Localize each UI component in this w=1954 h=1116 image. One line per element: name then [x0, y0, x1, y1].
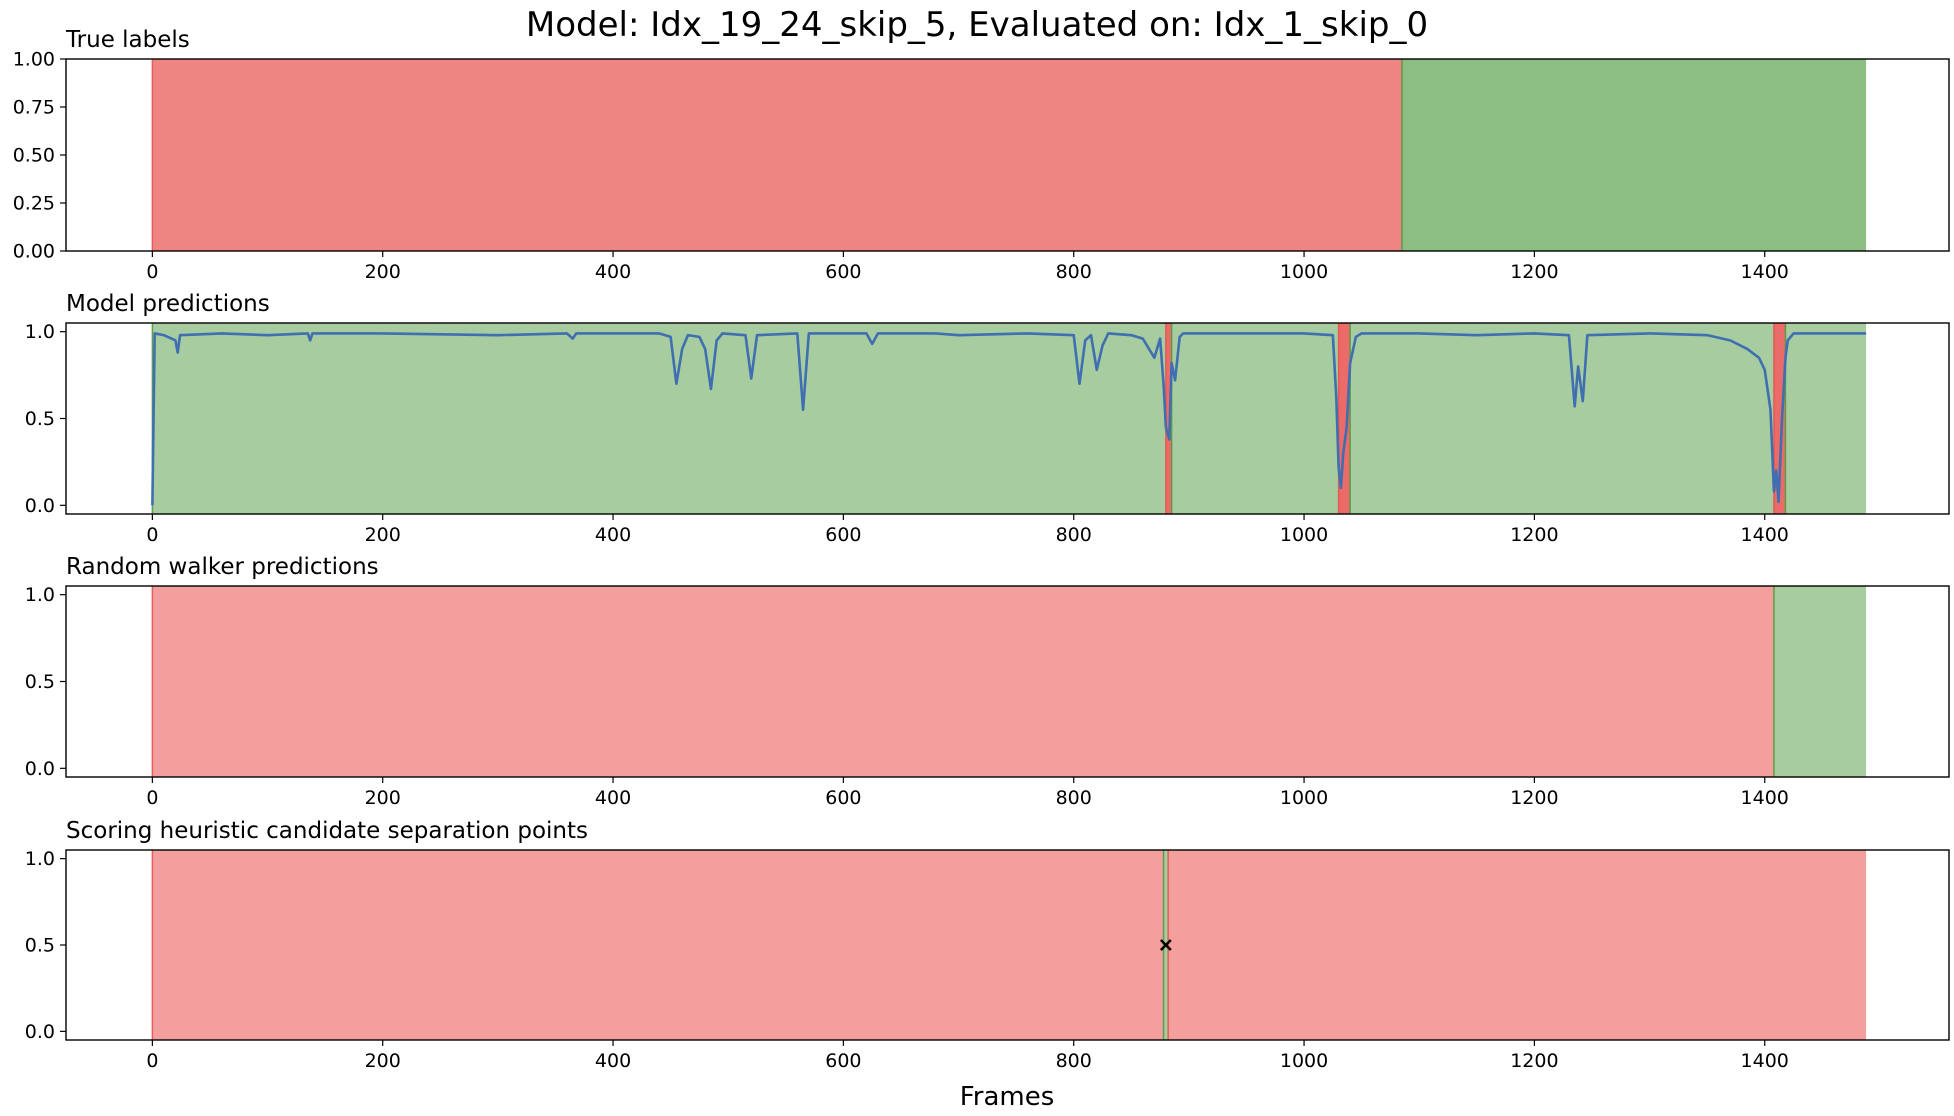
panel-scoring-heuristic: Scoring heuristic candidate separation p… [25, 818, 1950, 1072]
x-tick-label: 800 [1056, 787, 1092, 809]
span-green [1350, 323, 1774, 514]
x-tick-label: 400 [595, 524, 631, 546]
span-green [1785, 323, 1867, 514]
x-axis-label: Frames [960, 1082, 1055, 1112]
x-tick-label: 1000 [1280, 787, 1328, 809]
panel-title: Random walker predictions [66, 554, 379, 580]
span-green [1773, 586, 1867, 777]
y-tick-label: 1.00 [13, 49, 55, 71]
x-tick-label: 600 [825, 1050, 861, 1072]
x-tick-label: 1400 [1741, 524, 1789, 546]
x-tick-label: 0 [146, 787, 158, 809]
span-green [1171, 323, 1339, 514]
x-tick-label: 1000 [1280, 1050, 1328, 1072]
x-tick-label: 800 [1056, 524, 1092, 546]
x-tick-label: 1000 [1280, 261, 1328, 283]
panel-model-predictions: Model predictions 0 200 400 600 800 1000 1200 1… [25, 291, 1950, 546]
x-tick-label: 1400 [1741, 1050, 1789, 1072]
x-tick-label: 600 [825, 261, 861, 283]
span-red [1338, 323, 1351, 514]
x-tick-label: 1000 [1280, 524, 1328, 546]
y-tick-label: 1.0 [25, 321, 55, 343]
x-tick-label: 400 [595, 1050, 631, 1072]
y-tick-label: 0.50 [13, 145, 55, 167]
x-tick-label: 200 [365, 787, 401, 809]
x-tick-label: 600 [825, 787, 861, 809]
panel-true-labels: True labels 0 200 400 600 800 1000 1200 1400 0.0… [13, 27, 1950, 283]
x-tick-label: 400 [595, 787, 631, 809]
x-tick-label: 1200 [1510, 261, 1558, 283]
x-tick-label: 800 [1056, 261, 1092, 283]
span-green [152, 323, 1166, 514]
span-red [1773, 323, 1786, 514]
y-tick-label: 1.0 [25, 848, 55, 870]
y-tick-label: 1.0 [25, 584, 55, 606]
panel-title: True labels [65, 27, 190, 53]
y-tick-label: 0.25 [13, 193, 55, 215]
panel-title: Scoring heuristic candidate separation p… [66, 818, 588, 844]
y-tick-label: 0.5 [25, 671, 55, 693]
y-tick-label: 0.00 [13, 241, 55, 263]
span-red [152, 850, 1164, 1040]
panel-title: Model predictions [66, 291, 270, 317]
figure-title: Model: Idx_19_24_skip_5, Evaluated on: I… [526, 5, 1428, 45]
y-tick-label: 0.0 [25, 495, 55, 517]
span-red [152, 59, 1402, 251]
x-tick-label: 1400 [1741, 261, 1789, 283]
x-tick-label: 200 [365, 1050, 401, 1072]
x-tick-label: 800 [1056, 1050, 1092, 1072]
y-tick-label: 0.75 [13, 97, 55, 119]
x-tick-label: 0 [146, 261, 158, 283]
x-tick-label: 200 [365, 261, 401, 283]
y-tick-label: 0.0 [25, 1021, 55, 1043]
series-line [151, 332, 1867, 506]
y-tick-label: 0.5 [25, 935, 55, 957]
x-tick-label: 600 [825, 524, 861, 546]
panel-random-walker-predictions: Random walker predictions 0 200 400 600 800 1… [25, 554, 1950, 809]
x-tick-label: 1200 [1510, 524, 1558, 546]
x-tick-label: 400 [595, 261, 631, 283]
x-tick-label: 0 [146, 524, 158, 546]
span-red [1168, 850, 1867, 1040]
span-red [152, 586, 1774, 777]
x-tick-label: 200 [365, 524, 401, 546]
x-tick-label: 1400 [1741, 787, 1789, 809]
x-tick-label: 0 [146, 1050, 158, 1072]
y-tick-label: 0.5 [25, 408, 55, 430]
x-tick-label: 1200 [1510, 787, 1558, 809]
y-tick-label: 0.0 [25, 758, 55, 780]
separation-point-marker [1159, 939, 1172, 951]
x-tick-label: 1200 [1510, 1050, 1558, 1072]
span-green [1401, 59, 1867, 251]
marker-stroke [1159, 939, 1172, 951]
